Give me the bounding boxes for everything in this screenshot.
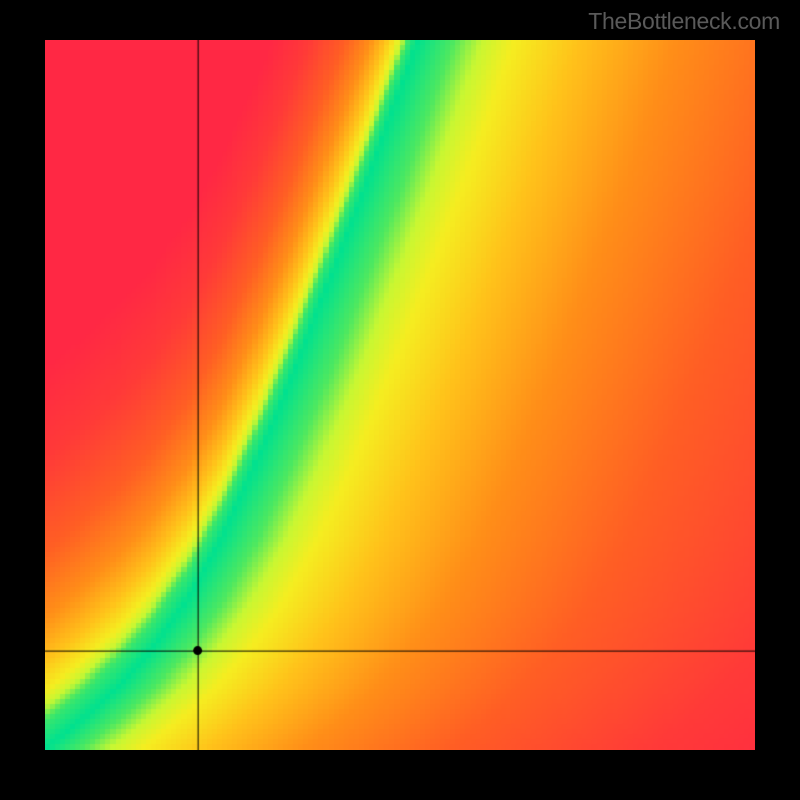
- heatmap-plot: [45, 40, 755, 750]
- watermark-text: TheBottleneck.com: [588, 8, 780, 35]
- heatmap-canvas: [45, 40, 755, 750]
